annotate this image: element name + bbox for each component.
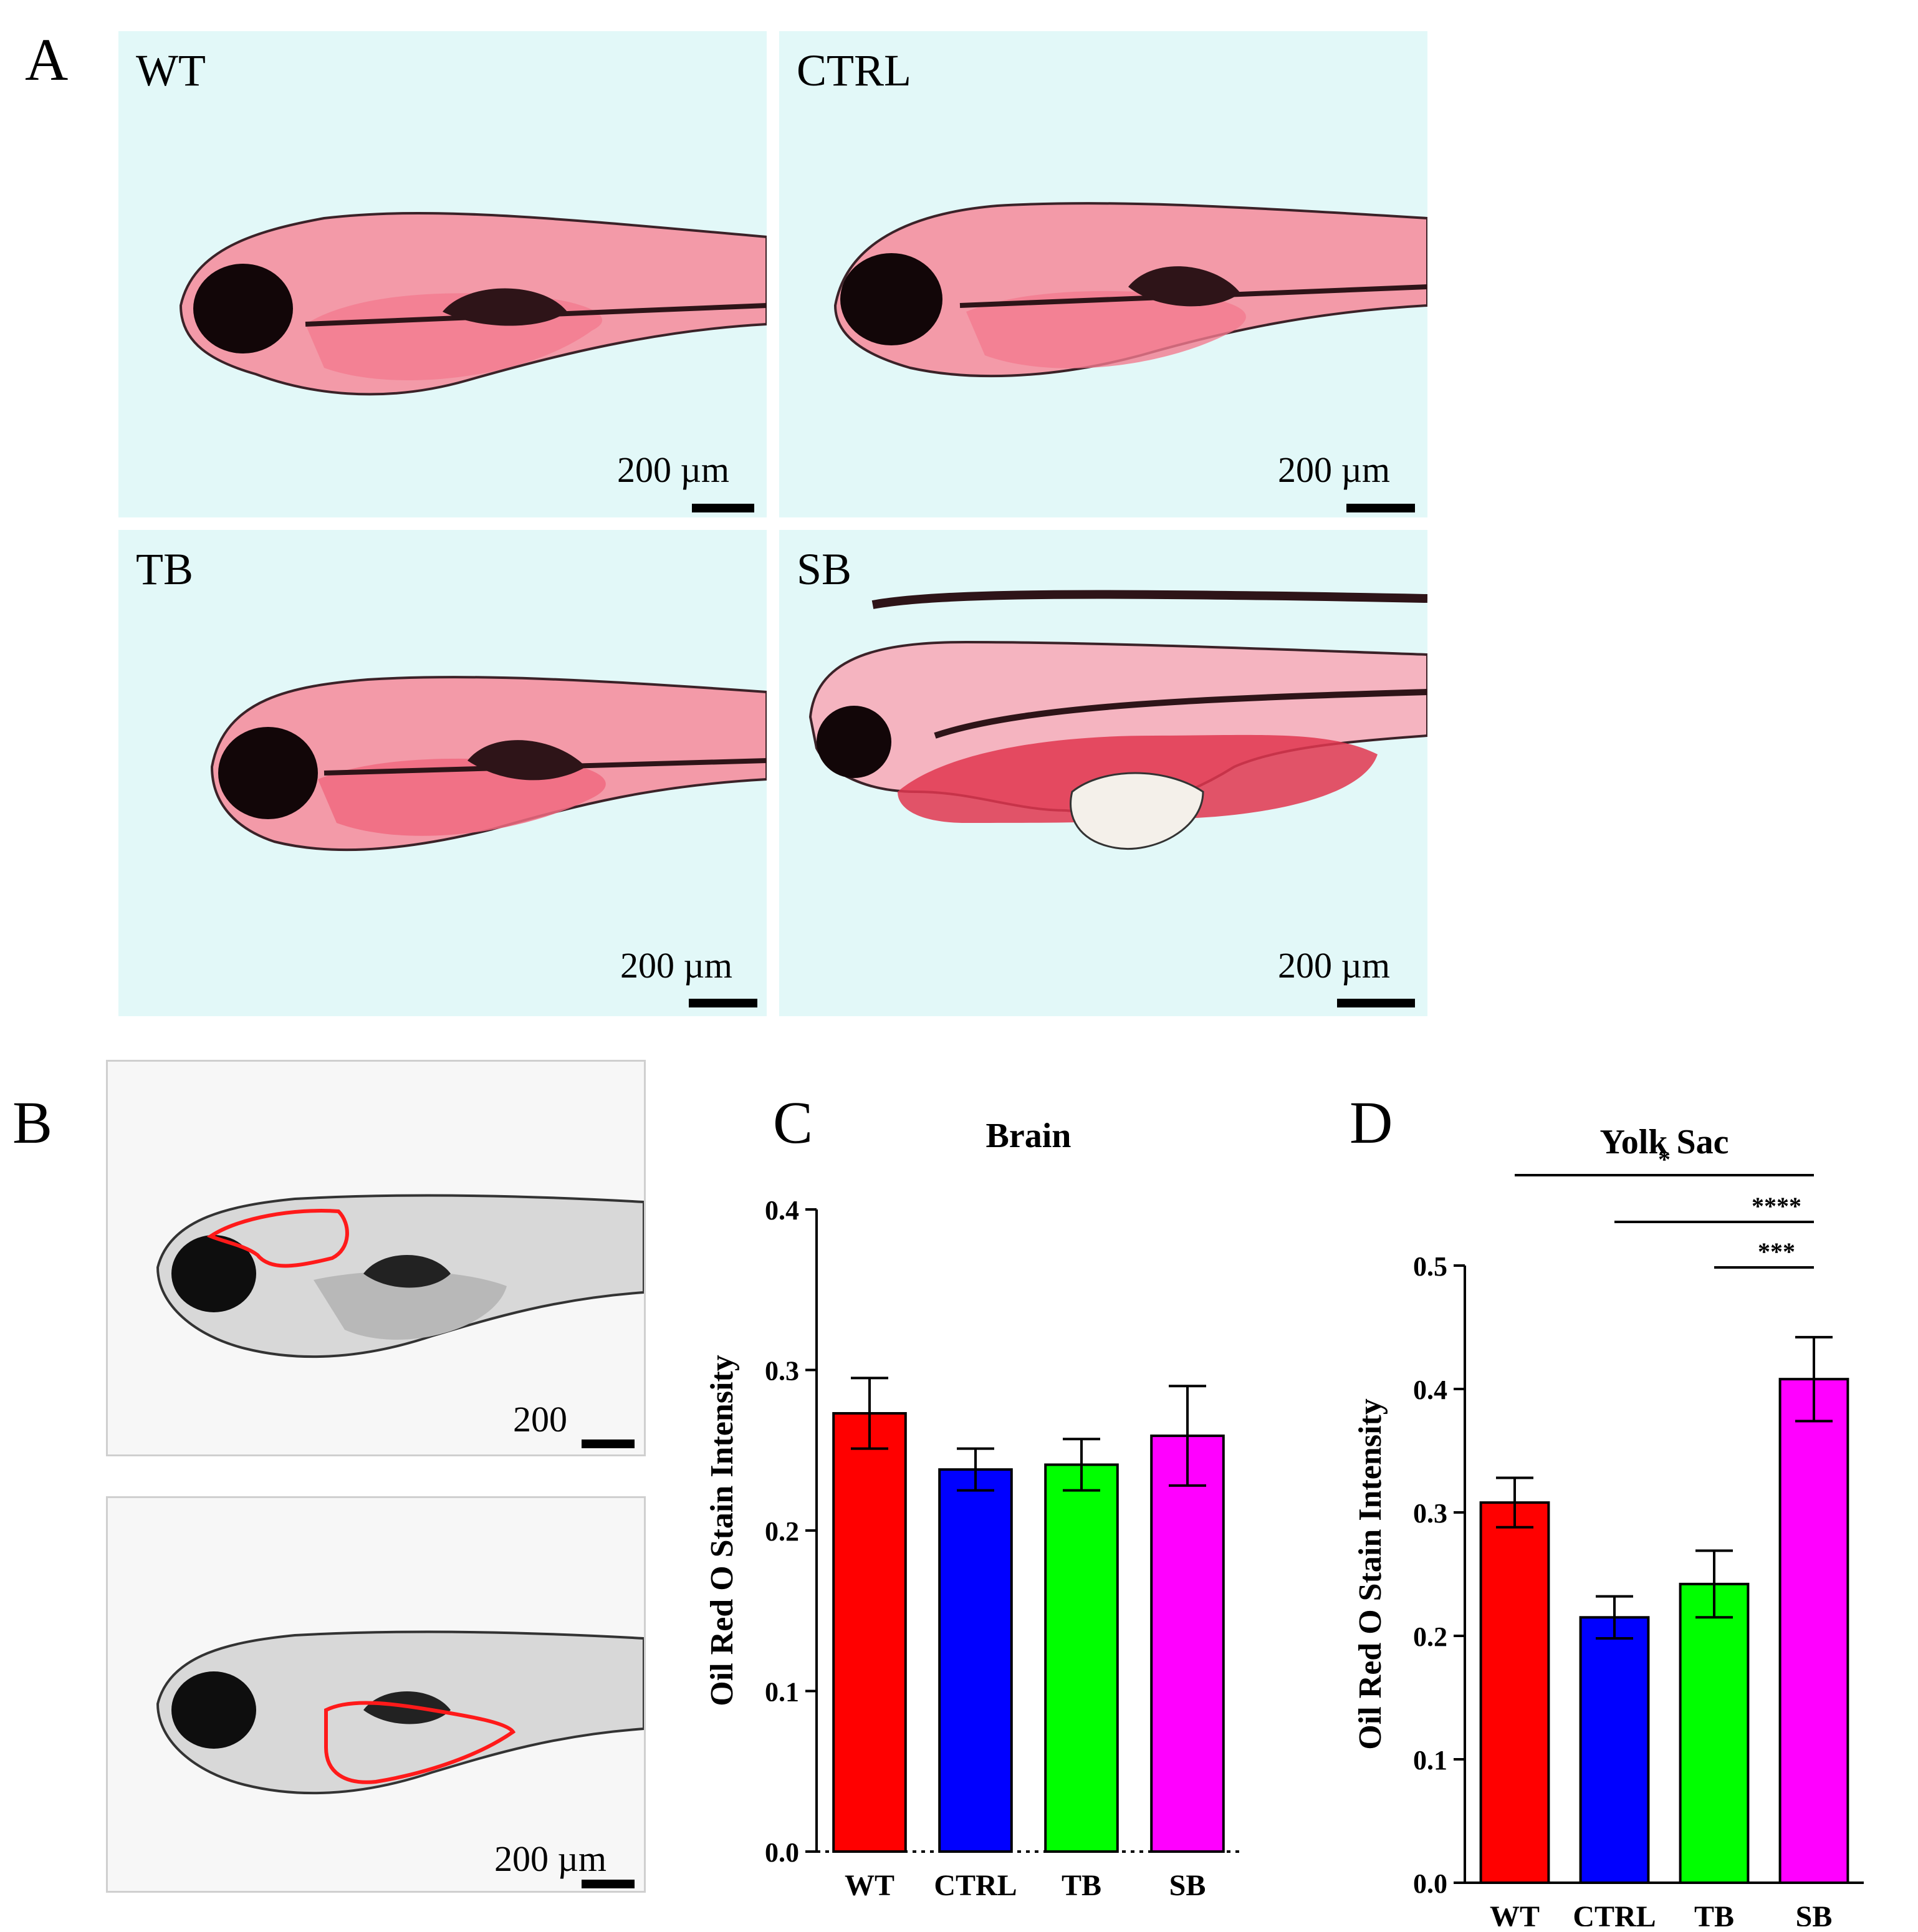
scale-bar-label: 200 µm <box>494 1838 607 1879</box>
bar-ctrl <box>1579 1616 1650 1884</box>
scale-bar-number: 200 <box>513 1399 567 1439</box>
x-tick-label: TB <box>1062 1869 1101 1902</box>
x-tick-label: CTRL <box>934 1869 1017 1902</box>
scale-bar-unit: µm <box>518 1448 567 1454</box>
micrograph-label: SB <box>797 544 852 594</box>
bar-tb <box>1044 1463 1119 1853</box>
scale-bar-label: 200 µm <box>1278 945 1391 986</box>
scale-bar <box>1346 504 1415 512</box>
scale-bar <box>1337 999 1415 1007</box>
panel-c-letter: C <box>773 1089 813 1156</box>
y-tick-label: 0.3 <box>1413 1498 1447 1529</box>
chart-yolk-sac: Yolk Sac Oil Red O Stain Intensity 0.0 0.1 0… <box>1353 1123 1864 1926</box>
panel-d-letter: D <box>1350 1089 1393 1156</box>
y-axis-label: Oil Red O Stain Intensity <box>1353 1398 1388 1749</box>
y-tick-label: 0.0 <box>1413 1868 1447 1899</box>
micrograph-label: WT <box>136 46 206 95</box>
bar-tb <box>1679 1582 1750 1885</box>
y-tick-label: 0.3 <box>765 1356 799 1387</box>
y-tick-label: 0.5 <box>1413 1251 1447 1282</box>
x-tick-label: TB <box>1694 1900 1734 1926</box>
panel-b-letter: B <box>12 1089 53 1156</box>
y-tick-label: 0.2 <box>1413 1622 1447 1652</box>
micrograph-sb: SB 200 µm <box>779 530 1427 1016</box>
micrograph-ctrl: CTRL 200 µm <box>779 31 1427 517</box>
yolk-sac-roi-image: 200 µm <box>106 1496 646 1893</box>
y-tick-label: 0.1 <box>1413 1745 1447 1776</box>
bar-sb <box>1778 1378 1849 1885</box>
chart-brain: Brain Oil Red O Stain Intensity 0.0 0.1 0.2 0… <box>704 1117 1240 1902</box>
scale-bar <box>582 1439 635 1448</box>
y-tick-label: 0.4 <box>1413 1375 1447 1405</box>
larva-grayscale-illustration <box>156 1194 644 1358</box>
y-tick-label: 0.2 <box>765 1516 799 1547</box>
significance-label: *** <box>1758 1238 1795 1266</box>
scale-bar-label: 200 µm <box>617 449 730 490</box>
scale-bar <box>689 999 757 1007</box>
bar-ctrl <box>938 1468 1013 1853</box>
panel-a-letter: A <box>25 26 69 93</box>
larva-illustration <box>210 676 767 852</box>
x-tick-label: SB <box>1796 1900 1833 1926</box>
x-tick-label: WT <box>845 1869 894 1902</box>
larva-illustration <box>179 211 767 396</box>
x-tick-label: SB <box>1169 1869 1206 1902</box>
significance-label: * <box>1658 1145 1671 1173</box>
bar-sb <box>1150 1435 1225 1853</box>
chart-title: Brain <box>986 1117 1072 1155</box>
larva-illustration <box>808 590 1427 850</box>
scale-bar <box>692 504 754 512</box>
y-axis-label: Oil Red O Stain Intensity <box>704 1355 740 1706</box>
larva-illustration <box>833 202 1427 378</box>
scale-bar-label: 200 µm <box>1278 449 1391 490</box>
x-tick-label: WT <box>1490 1900 1540 1926</box>
micrograph-wt: WT 200 µm <box>118 31 767 517</box>
chart-title: Yolk Sac <box>1600 1123 1729 1161</box>
y-tick-label: 0.0 <box>765 1837 799 1868</box>
y-tick-label: 0.1 <box>765 1677 799 1708</box>
larva-grayscale-illustration <box>156 1630 644 1795</box>
scale-bar-label: 200 µm <box>620 945 733 986</box>
brain-roi-image: 200 µm <box>106 1060 646 1456</box>
bar-wt <box>1479 1501 1550 1884</box>
bar-wt <box>832 1412 907 1853</box>
micrograph-label: TB <box>136 544 194 594</box>
micrograph-tb: TB 200 µm <box>118 530 767 1016</box>
x-tick-label: CTRL <box>1573 1900 1656 1926</box>
micrograph-label: CTRL <box>797 46 912 95</box>
significance-label: **** <box>1752 1192 1801 1220</box>
scale-bar <box>582 1880 635 1888</box>
y-tick-label: 0.4 <box>765 1195 799 1226</box>
